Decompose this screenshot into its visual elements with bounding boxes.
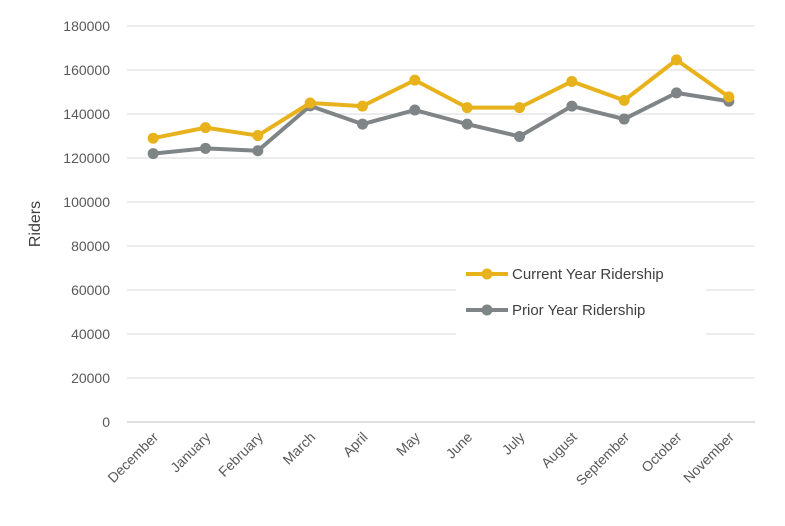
x-tick-label: August (538, 429, 580, 471)
data-point (147, 148, 159, 160)
data-point (566, 75, 578, 87)
legend-swatch-marker (481, 304, 493, 316)
y-tick-label: 80000 (71, 238, 110, 254)
data-point (671, 87, 682, 99)
data-point (357, 100, 368, 112)
y-tick-label: 180000 (63, 18, 110, 34)
x-tick-label: December (104, 429, 161, 486)
data-point (566, 100, 578, 112)
y-tick-label: 160000 (63, 62, 110, 78)
y-axis-title: Riders (27, 201, 44, 247)
data-point (514, 102, 525, 114)
data-point (409, 104, 421, 116)
data-point (618, 113, 630, 125)
data-point (200, 142, 211, 154)
legend-label: Current Year Ridership (512, 266, 664, 283)
y-tick-label: 40000 (71, 326, 110, 342)
y-axis-ticks: 0 20000 40000 60000 80000 100000 120000 140000 1… (63, 18, 110, 430)
data-point (304, 97, 316, 109)
x-tick-label: February (215, 429, 266, 480)
data-point (252, 145, 264, 157)
y-tick-label: 0 (102, 414, 110, 430)
y-tick-label: 60000 (71, 282, 110, 298)
x-tick-label: November (680, 429, 737, 486)
data-point (147, 132, 159, 144)
data-point (252, 130, 264, 142)
y-tick-label: 100000 (63, 194, 110, 210)
x-tick-label: May (393, 429, 423, 459)
legend: Current Year Ridership Prior Year Ridersh… (456, 252, 706, 338)
legend-background (456, 252, 706, 338)
data-point (618, 94, 630, 106)
y-tick-label: 20000 (71, 370, 110, 386)
data-point (671, 54, 682, 66)
x-tick-label: April (339, 429, 370, 460)
y-tick-label: 140000 (63, 106, 110, 122)
series-line (151, 57, 731, 141)
data-point (200, 122, 211, 134)
x-tick-label: June (443, 429, 476, 462)
x-axis-ticks: December January February March April May June… (104, 429, 737, 489)
x-tick-label: July (499, 429, 528, 458)
data-point (409, 74, 421, 86)
legend-swatch-marker (481, 268, 493, 280)
series-line (151, 90, 731, 156)
data-point (514, 130, 525, 142)
legend-label: Prior Year Ridership (512, 302, 645, 319)
x-tick-label: October (638, 429, 685, 476)
x-tick-label: January (167, 429, 214, 476)
data-point (723, 91, 735, 103)
data-point (357, 118, 368, 130)
x-tick-label: September (573, 429, 633, 489)
x-tick-label: March (279, 429, 318, 468)
gridlines (127, 25, 755, 423)
data-point (461, 102, 473, 114)
y-tick-label: 120000 (63, 150, 110, 166)
series-group (147, 54, 735, 160)
data-point (461, 118, 473, 130)
